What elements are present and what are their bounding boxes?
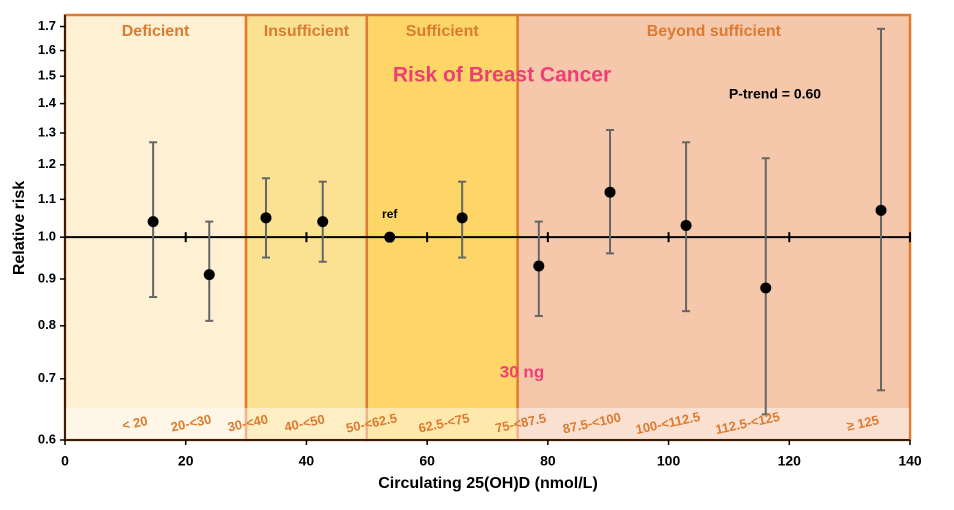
region-label: Insufficient — [264, 23, 350, 40]
x-tick-label: 20 — [178, 453, 194, 469]
region-label: Sufficient — [406, 23, 480, 40]
y-tick-label: 1.5 — [38, 68, 56, 83]
region-label: Beyond sufficient — [647, 23, 782, 40]
category-label: < 20 — [121, 413, 149, 433]
x-axis-label: Circulating 25(OH)D (nmol/L) — [378, 475, 598, 492]
point — [456, 212, 468, 224]
point — [384, 231, 396, 243]
y-tick-label: 1.2 — [38, 156, 56, 171]
point — [604, 186, 616, 198]
label-band — [66, 408, 909, 439]
point — [260, 212, 272, 224]
point — [533, 260, 545, 272]
y-tick-label: 0.7 — [38, 370, 56, 385]
x-tick-label: 100 — [657, 453, 681, 469]
annotation-title: Risk of Breast Cancer — [393, 64, 611, 87]
point — [317, 216, 329, 228]
y-tick-label: 0.9 — [38, 270, 56, 285]
point — [147, 216, 159, 228]
p-trend: P-trend = 0.60 — [729, 86, 821, 102]
point — [680, 219, 692, 231]
y-axis-label: Relative risk — [11, 181, 28, 275]
y-tick-label: 1.7 — [38, 18, 56, 33]
y-tick-label: 1.1 — [38, 191, 56, 206]
y-tick-label: 0.6 — [38, 431, 56, 446]
x-tick-label: 120 — [778, 453, 802, 469]
x-tick-label: 40 — [299, 453, 315, 469]
y-tick-label: 0.8 — [38, 317, 56, 332]
point — [875, 204, 887, 216]
point — [203, 269, 215, 281]
region — [516, 13, 912, 442]
y-tick-label: 1.3 — [38, 124, 56, 139]
y-tick-label: 1.0 — [38, 229, 56, 244]
region-label: Deficient — [122, 23, 190, 40]
ref-label: ref — [382, 207, 398, 221]
x-tick-label: 0 — [61, 453, 69, 469]
x-tick-label: 60 — [419, 453, 435, 469]
x-tick-label: 80 — [540, 453, 556, 469]
category-label: ≥ 125 — [845, 412, 880, 433]
region — [63, 13, 248, 442]
region — [365, 13, 519, 442]
region — [244, 13, 369, 442]
x-tick-label: 140 — [898, 453, 922, 469]
point — [760, 282, 772, 294]
y-tick-label: 1.6 — [38, 42, 56, 57]
threshold-label: 30 ng — [500, 362, 544, 381]
y-tick-label: 1.4 — [38, 95, 57, 110]
